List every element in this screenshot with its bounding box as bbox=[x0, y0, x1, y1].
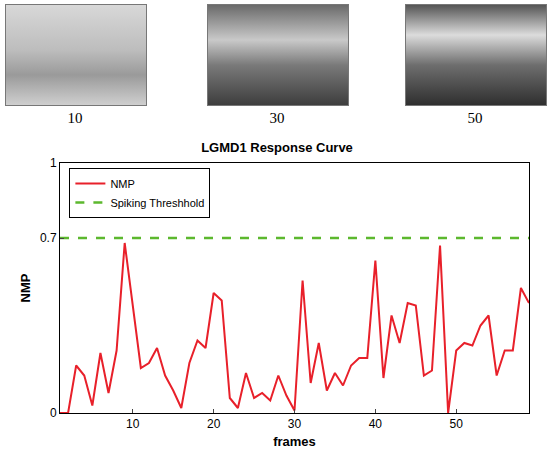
html-text:30: 30 bbox=[269, 110, 285, 126]
svg-text:NMP: NMP bbox=[18, 273, 33, 302]
svg-text:0.7: 0.7 bbox=[40, 231, 57, 245]
svg-text:0: 0 bbox=[50, 406, 57, 420]
svg-text:LGMD1 Response Curve: LGMD1 Response Curve bbox=[201, 140, 353, 155]
svg-text:Spiking Threshhold: Spiking Threshhold bbox=[110, 197, 204, 209]
svg-text:10: 10 bbox=[126, 417, 140, 431]
svg-text:frames: frames bbox=[273, 434, 316, 449]
html-text:50: 50 bbox=[467, 110, 483, 126]
svg-text:NMP: NMP bbox=[110, 178, 134, 190]
svg-text:1: 1 bbox=[50, 156, 57, 170]
svg-text:40: 40 bbox=[369, 417, 383, 431]
html-text:10: 10 bbox=[67, 110, 83, 126]
svg-text:30: 30 bbox=[288, 417, 302, 431]
svg-text:50: 50 bbox=[450, 417, 464, 431]
svg-text:20: 20 bbox=[207, 417, 221, 431]
